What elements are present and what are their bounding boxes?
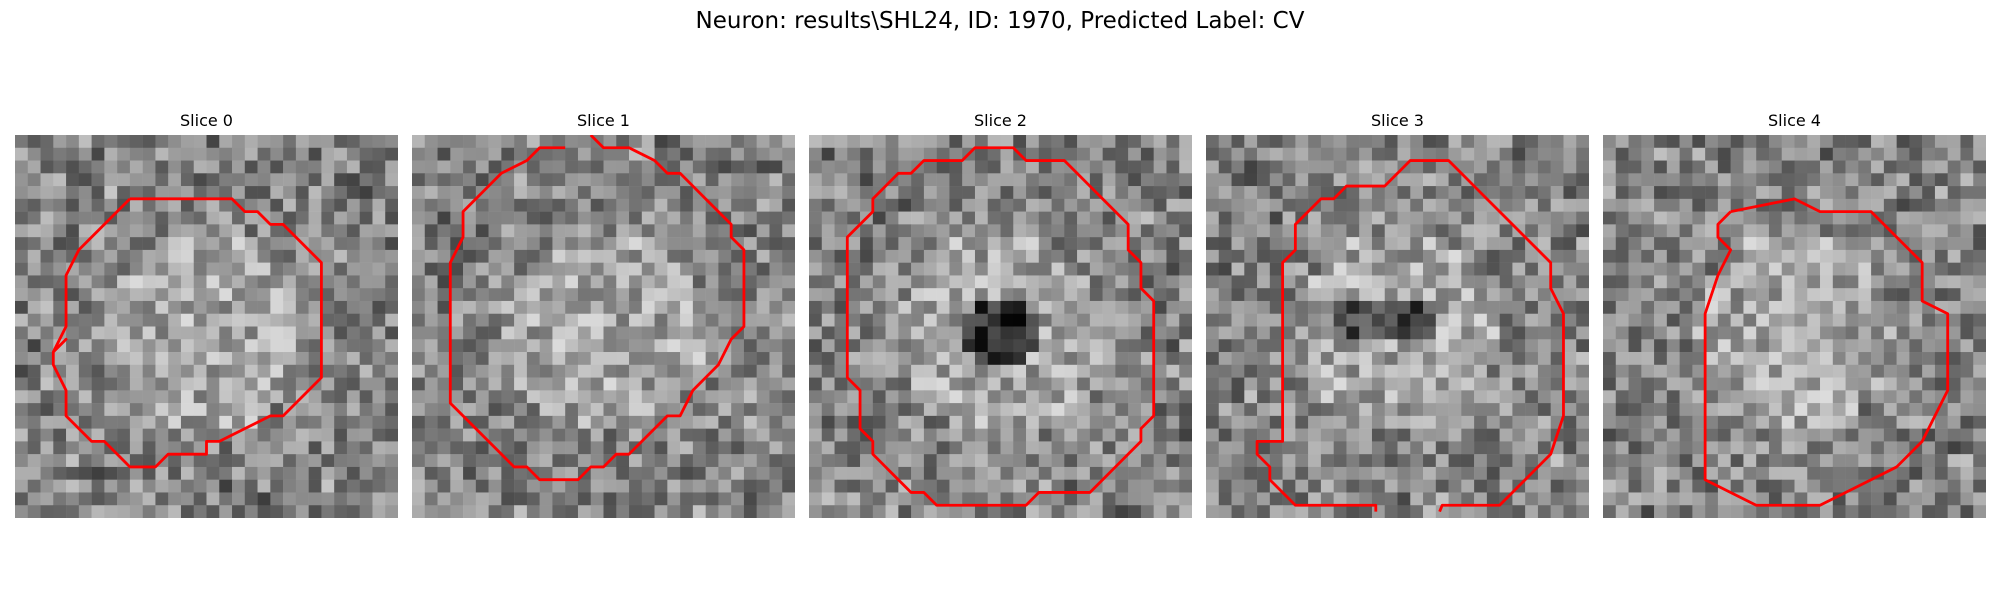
slice-panel-2: Slice 2 (809, 111, 1192, 518)
slice-title-0: Slice 0 (180, 111, 233, 130)
contour-outline-4 (1703, 197, 1950, 507)
slice-image-0 (15, 135, 398, 518)
slice-panel-1: Slice 1 (412, 111, 795, 518)
slice-image-4 (1603, 135, 1986, 518)
contour-outline-1 (448, 135, 746, 482)
slice-title-2: Slice 2 (974, 111, 1027, 130)
slice-title-1: Slice 1 (577, 111, 630, 130)
slice-panel-4: Slice 4 (1603, 111, 1986, 518)
slice-title-4: Slice 4 (1768, 111, 1821, 130)
slice-image-3 (1206, 135, 1589, 518)
slice-panel-0: Slice 0 (15, 111, 398, 518)
contour-outline-0 (51, 197, 323, 469)
slice-title-3: Slice 3 (1371, 111, 1424, 130)
slice-panel-3: Slice 3 (1206, 111, 1589, 518)
slice-image-2 (809, 135, 1192, 518)
contour-outline-3 (1255, 159, 1565, 513)
contour-outline-2 (845, 146, 1156, 507)
slice-image-1 (412, 135, 795, 518)
figure-title: Neuron: results\SHL24, ID: 1970, Predict… (695, 8, 1305, 34)
